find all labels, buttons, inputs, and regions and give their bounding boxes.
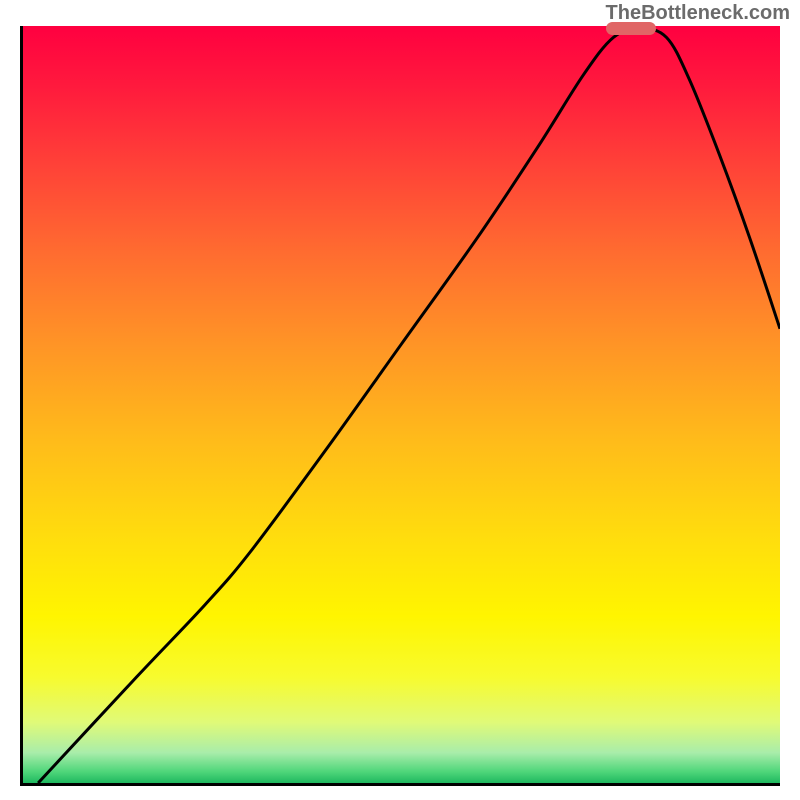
- chart-svg: [23, 26, 780, 783]
- target-marker: [606, 22, 655, 35]
- gradient-background: [23, 26, 780, 783]
- chart-frame: [20, 26, 780, 786]
